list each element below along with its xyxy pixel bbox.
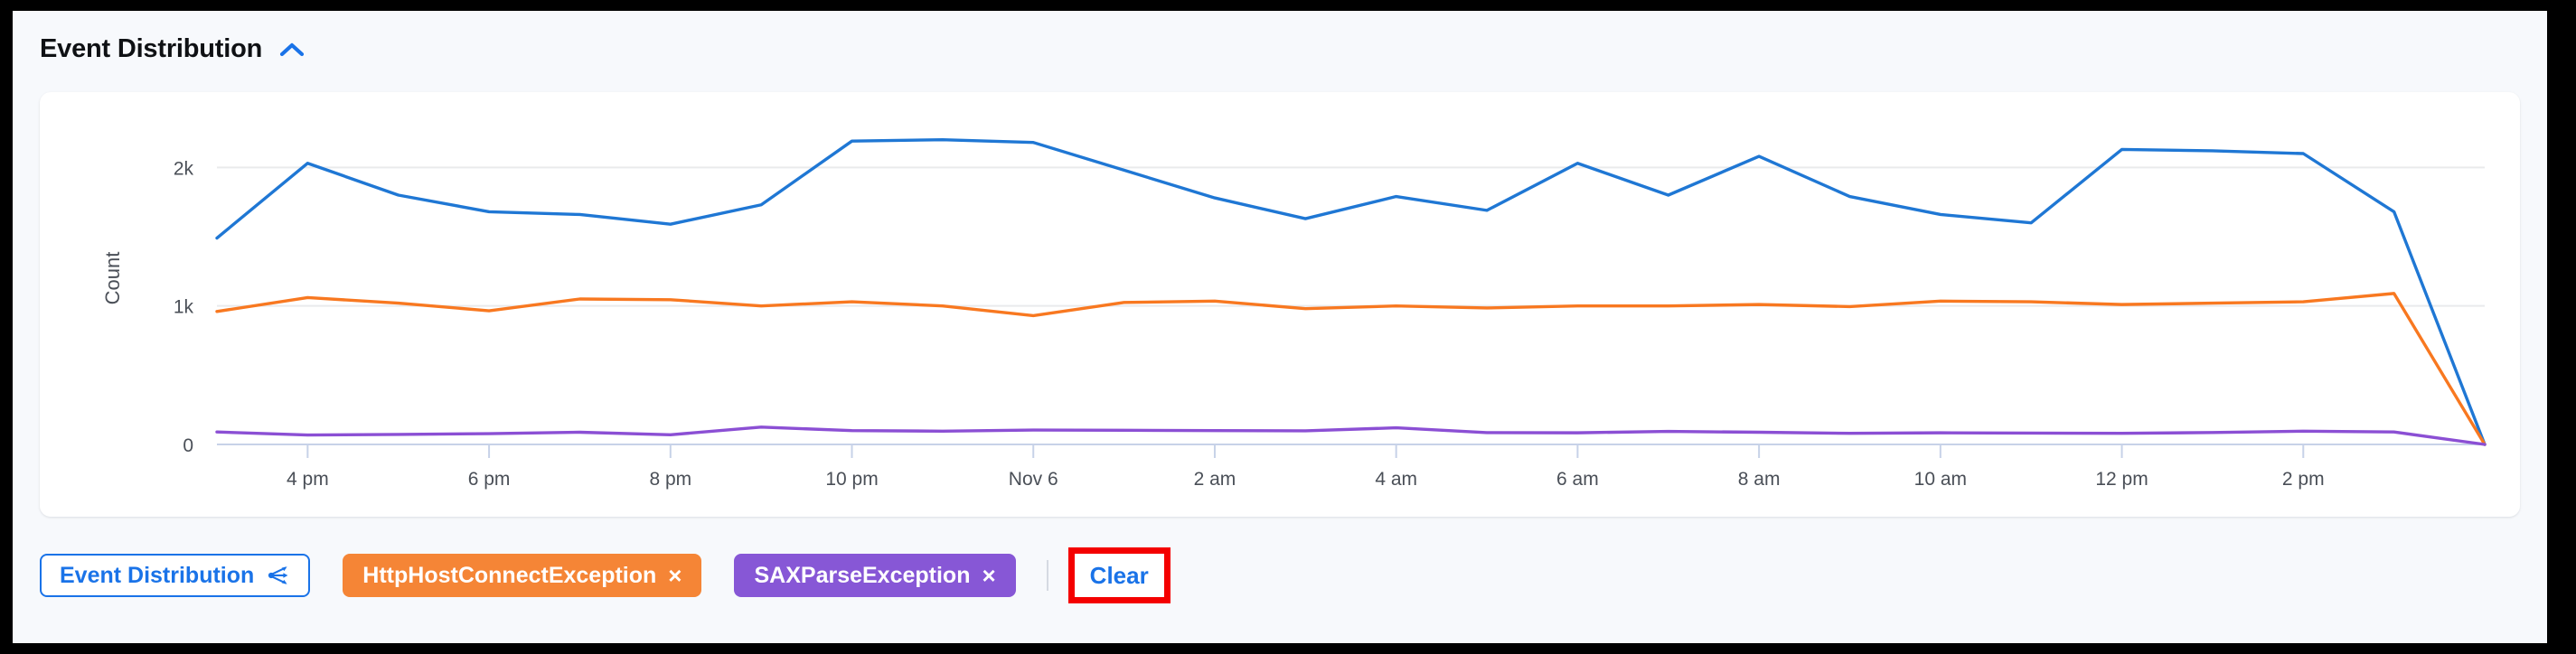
x-axis-tick-labels: 4 pm 6 pm 8 pm 10 pm Nov 6 2 am 4 am 6 am 8 am 10… bbox=[287, 469, 2325, 490]
chart-series-line bbox=[215, 425, 2487, 446]
x-axis-tick-label: 6 pm bbox=[468, 469, 511, 490]
remove-chip-icon[interactable]: × bbox=[982, 562, 996, 589]
x-axis-tick-label: 2 pm bbox=[2282, 469, 2325, 490]
event-distribution-panel: Event Distribution 0 1k 2k 4 pm 6 pm 8 pm 10 … bbox=[13, 11, 2547, 643]
x-axis-tick-label: 8 am bbox=[1738, 469, 1781, 490]
y-axis-tick-label: 2k bbox=[174, 158, 194, 179]
x-axis-tick-label: 8 pm bbox=[649, 469, 691, 490]
remove-chip-icon[interactable]: × bbox=[668, 562, 682, 589]
x-axis-tick-label: 4 pm bbox=[287, 469, 329, 490]
x-axis-tick-label: 12 pm bbox=[2095, 469, 2148, 490]
filter-chip-httphostconnectexception[interactable]: HttpHostConnectException × bbox=[343, 554, 702, 597]
event-distribution-button[interactable]: Event Distribution bbox=[40, 554, 311, 597]
y-axis-tick-label: 0 bbox=[183, 435, 193, 456]
y-axis-tick-labels: 0 1k 2k bbox=[174, 158, 194, 456]
x-axis-tick-label: 10 pm bbox=[825, 469, 878, 490]
filter-chip-label: HttpHostConnectException bbox=[362, 562, 657, 588]
x-axis-tick-label: 2 am bbox=[1194, 469, 1236, 490]
panel-header: Event Distribution bbox=[40, 31, 306, 67]
filter-chip-label: SAXParseException bbox=[754, 562, 971, 588]
chart-control-bar: Event Distribution HttpHostConnectExcept… bbox=[40, 547, 1170, 603]
chart-series bbox=[215, 137, 2487, 446]
chart-card: 0 1k 2k 4 pm 6 pm 8 pm 10 pm Nov 6 2 am 4 am 6 am… bbox=[40, 92, 2520, 517]
page-title: Event Distribution bbox=[40, 33, 263, 63]
x-axis-tick-marks bbox=[306, 444, 2305, 458]
clear-button[interactable]: Clear bbox=[1080, 560, 1158, 591]
toolbar-divider bbox=[1046, 560, 1048, 591]
clear-button-highlight: Clear bbox=[1067, 547, 1170, 603]
x-axis-tick-label: Nov 6 bbox=[1009, 469, 1058, 490]
filter-chip-saxparseexception[interactable]: SAXParseException × bbox=[734, 554, 1016, 597]
event-distribution-line-chart[interactable]: 0 1k 2k 4 pm 6 pm 8 pm 10 pm Nov 6 2 am 4 am 6 am… bbox=[40, 92, 2520, 517]
chart-series-line bbox=[215, 137, 2487, 446]
chevron-up-icon[interactable] bbox=[278, 39, 306, 59]
chart-series-line bbox=[215, 292, 2487, 446]
event-distribution-button-label: Event Distribution bbox=[60, 562, 255, 588]
x-axis-tick-label: 10 am bbox=[1914, 469, 1967, 490]
x-axis-tick-label: 6 am bbox=[1556, 469, 1599, 490]
x-axis-tick-label: 4 am bbox=[1375, 469, 1417, 490]
y-axis-tick-label: 1k bbox=[174, 297, 194, 318]
y-axis-title: Count bbox=[101, 252, 124, 305]
share-network-icon bbox=[267, 564, 290, 587]
